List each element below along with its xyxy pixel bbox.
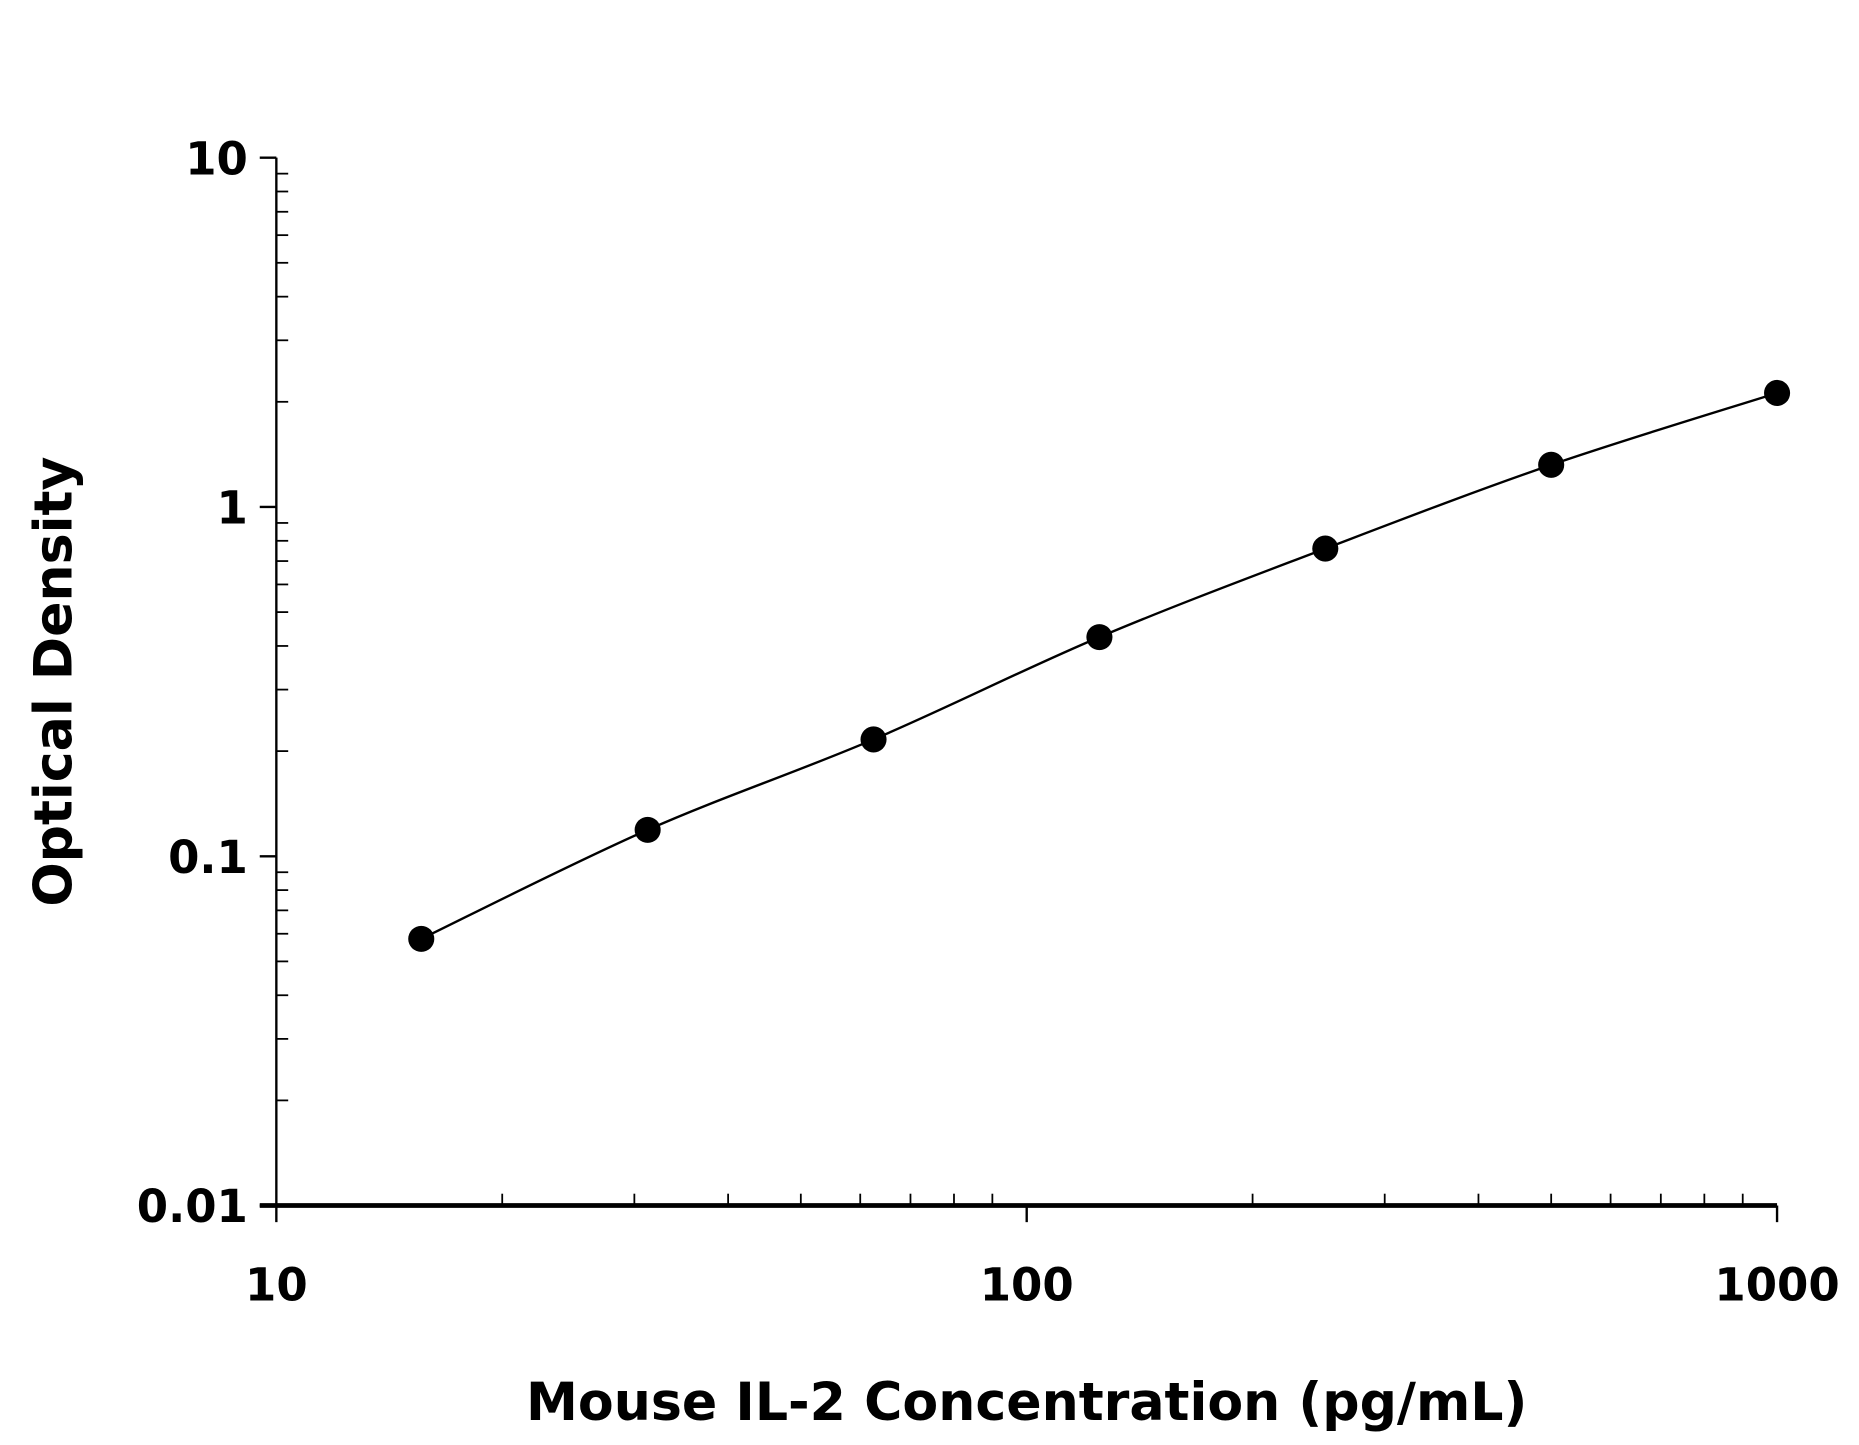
y-tick-label: 1 xyxy=(217,482,248,535)
x-axis-label: Mouse IL-2 Concentration (pg/mL) xyxy=(526,1373,1527,1433)
y-tick-label: 10 xyxy=(185,132,248,185)
data-point xyxy=(1312,535,1339,562)
data-point xyxy=(1086,624,1113,651)
y-axis-label: Optical Density xyxy=(24,457,84,907)
data-point xyxy=(860,726,887,753)
data-points xyxy=(408,379,1791,952)
data-point xyxy=(1764,379,1791,407)
x-tick-label: 100 xyxy=(980,1258,1074,1311)
x-tick-label: 1000 xyxy=(1714,1258,1839,1311)
data-point xyxy=(1538,451,1565,478)
fit-curve xyxy=(420,391,1778,940)
y-tick-label: 0.1 xyxy=(168,831,248,884)
data-point xyxy=(408,925,435,952)
tick-labels: 0.01 0.1 1 10 10 100 1000 xyxy=(137,132,1840,1311)
axes xyxy=(259,156,1779,1223)
data-point xyxy=(634,816,661,843)
y-tick-label: 0.01 xyxy=(137,1180,248,1233)
x-tick-label: 10 xyxy=(245,1258,308,1311)
